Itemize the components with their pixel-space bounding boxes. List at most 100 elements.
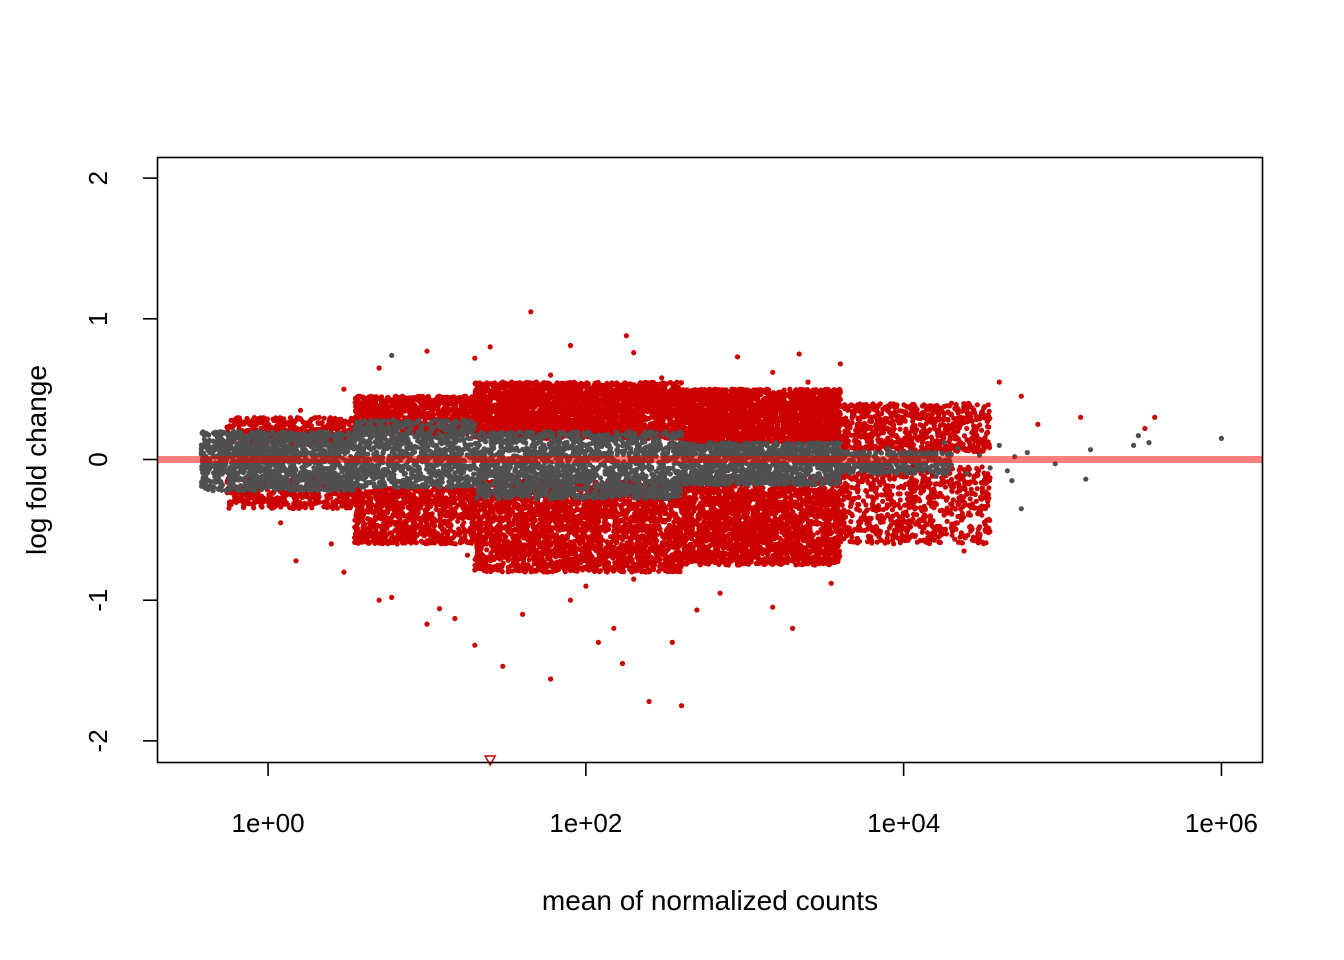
gene-point-significant: [507, 418, 513, 424]
gene-point-significant: [513, 409, 519, 415]
gene-point-significant: [324, 423, 331, 429]
gene-point-significant: [397, 404, 403, 411]
gene-point-significant: [611, 381, 617, 388]
gene-point-significant: [643, 380, 650, 386]
gene-point-significant: [643, 415, 649, 421]
gene-point-significant: [477, 390, 483, 396]
gene-point-significant: [545, 423, 551, 429]
gene-point-significant: [638, 402, 645, 408]
gene-point-significant: [653, 425, 660, 431]
gene-point-significant: [347, 418, 353, 424]
gene-point-significant: [519, 381, 525, 387]
gene-point-significant: [670, 419, 676, 425]
gene-point-significant: [584, 405, 590, 411]
gene-point-significant: [557, 414, 563, 420]
gene-point-significant: [308, 424, 314, 430]
gene-point-significant: [581, 412, 587, 418]
gene-point-significant: [575, 414, 581, 420]
gene-point-significant: [318, 420, 324, 426]
gene-point-significant: [497, 419, 503, 425]
gene-point-significant: [390, 413, 396, 419]
gene-point-significant: [482, 393, 488, 400]
gene-point-significant: [657, 408, 663, 415]
gene-point-significant: [507, 400, 513, 406]
gene-point-significant: [516, 387, 522, 393]
gene-point-significant: [559, 408, 565, 414]
gene-point-significant: [510, 424, 516, 431]
gene-point-significant: [353, 396, 359, 402]
gene-point-significant: [281, 416, 287, 422]
gene-point-significant: [372, 394, 378, 400]
gene-point-significant: [476, 405, 482, 411]
gene-point-significant: [640, 386, 646, 393]
gene-point-significant: [661, 388, 667, 394]
gene-point-significant: [544, 410, 550, 417]
gene-point-significant: [445, 394, 451, 400]
gene-point-significant: [600, 382, 606, 388]
gene-point-significant: [438, 411, 444, 417]
data-points: [198, 309, 1224, 767]
gene-point-significant: [459, 403, 465, 409]
gene-point-significant: [541, 385, 547, 391]
gene-point-significant: [491, 404, 497, 410]
gene-point-significant: [580, 381, 586, 388]
gene-point-significant: [651, 398, 657, 404]
gene-point-significant: [594, 406, 600, 412]
gene-point-significant: [563, 402, 569, 408]
gene-point-significant: [645, 391, 651, 397]
gene-point-significant: [482, 388, 488, 394]
gene-point-significant: [611, 416, 617, 422]
gene-point-significant: [645, 398, 651, 404]
gene-point-significant: [574, 405, 581, 411]
gene-point-significant: [541, 402, 548, 408]
gene-point-significant: [411, 409, 417, 415]
gene-point-significant: [517, 396, 523, 402]
gene-point-significant: [281, 425, 287, 431]
gene-point-significant: [455, 395, 461, 401]
gene-point-significant: [672, 424, 678, 430]
gene-point-significant: [442, 405, 449, 411]
gene-point-significant: [535, 413, 541, 419]
gene-point-significant: [331, 424, 338, 430]
gene-point-significant: [497, 384, 503, 390]
gene-point-significant: [311, 415, 317, 421]
gene-point-significant: [525, 411, 531, 417]
gene-point-significant: [527, 418, 533, 424]
gene-point-significant: [365, 399, 371, 405]
gene-point-significant: [600, 397, 607, 403]
gene-point-significant: [381, 409, 387, 415]
gene-point-significant: [463, 394, 469, 400]
gene-point-significant: [365, 410, 371, 416]
gene-point-significant: [524, 406, 530, 412]
gene-point-significant: [580, 398, 586, 404]
gene-point-significant: [505, 410, 511, 416]
gene-point-significant: [477, 410, 483, 417]
gene-point-significant: [361, 395, 367, 401]
gene-point-significant: [605, 387, 611, 394]
gene-point-significant: [631, 402, 638, 408]
gene-point-significant: [412, 402, 418, 408]
gene-point-significant: [518, 410, 525, 416]
gene-point-significant: [270, 416, 276, 422]
gene-point-significant: [542, 392, 548, 398]
gene-point-significant: [670, 390, 676, 397]
gene-point-significant: [546, 417, 552, 423]
gene-point-significant: [376, 412, 382, 418]
gene-point-significant: [570, 401, 576, 407]
gene-point-significant: [291, 423, 297, 430]
gene-point-significant: [228, 417, 234, 423]
gene-point-significant: [602, 403, 608, 409]
gene-point-significant: [370, 400, 376, 406]
gene-point-significant: [420, 393, 426, 399]
gene-point-significant: [673, 403, 679, 409]
gene-point-significant: [593, 388, 599, 394]
gene-point-significant: [418, 398, 424, 404]
gene-point-significant: [330, 418, 337, 424]
gene-point-significant: [554, 392, 560, 398]
gene-point-significant: [338, 416, 344, 422]
gene-point-significant: [423, 398, 429, 404]
gene-point-significant: [321, 415, 327, 421]
gene-point-significant: [453, 413, 459, 419]
gene-point-significant: [566, 418, 572, 424]
